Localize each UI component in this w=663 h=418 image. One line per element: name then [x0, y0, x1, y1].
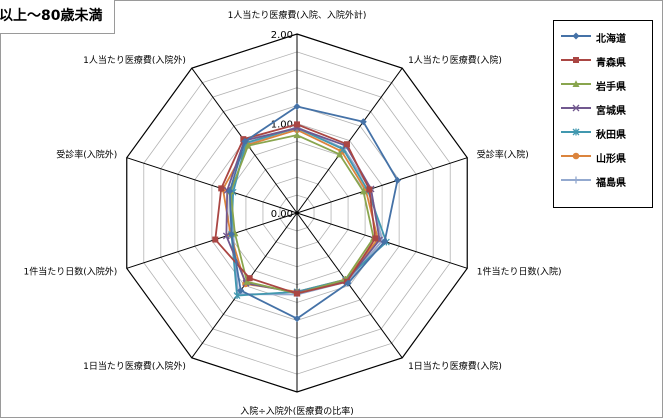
legend-marker [572, 32, 580, 40]
series-point [294, 121, 300, 128]
radar-spoke [296, 67, 403, 214]
legend-label: 北海道 [596, 34, 626, 45]
radar-spoke [296, 212, 403, 359]
legend-marker [572, 176, 580, 184]
series-point [233, 292, 241, 300]
series-point [381, 237, 389, 245]
legend-item: 秋田県 [560, 125, 650, 141]
radar-axis-label: 入院÷入院外(医療費の比率) [240, 405, 354, 417]
radar-axis-label: 受診率(入院外) [56, 149, 117, 161]
series-point [241, 137, 249, 145]
series-point [339, 145, 347, 153]
series-point [218, 185, 225, 192]
radar-axis-label: 受診率(入院) [477, 149, 529, 161]
chart-title: 以上～80歳未満 [0, 0, 116, 34]
legend-item: 宮城県 [560, 101, 650, 117]
series-point [293, 102, 301, 110]
legend-swatch [561, 128, 591, 136]
radar-tick-label: 0.00 [271, 209, 293, 220]
legend-item: 岩手県 [560, 77, 650, 93]
series-point [246, 275, 253, 282]
radar-axis-label: 1件当たり日数(入院外) [24, 265, 118, 277]
legend-swatch [561, 32, 591, 40]
radar-axis-label: 1人当たり医療費(入院) [408, 54, 502, 66]
radar-axis-label: 1件当たり日数(入院) [477, 265, 562, 277]
series-point [359, 187, 367, 195]
legend-label: 秋田県 [596, 130, 626, 141]
series-point [344, 279, 352, 287]
legend-item: 福島県 [560, 173, 650, 189]
series-point [372, 235, 379, 242]
series-point [293, 315, 301, 323]
radar-axis-label: 1日当たり医療費(入院外) [83, 360, 186, 372]
legend-swatch [561, 104, 591, 112]
legend-item: 山形県 [560, 149, 650, 165]
legend: 北海道青森県岩手県宮城県秋田県山形県福島県 [553, 20, 653, 208]
legend-marker [572, 104, 580, 112]
legend-marker [572, 128, 580, 136]
series-point [212, 236, 219, 243]
legend-swatch [561, 80, 591, 87]
series-point [243, 277, 251, 285]
series-point [294, 290, 300, 297]
legend-label: 宮城県 [596, 106, 626, 117]
series-point [343, 141, 350, 148]
legend-marker [572, 80, 580, 87]
series-point [240, 136, 247, 143]
radar-spoke [296, 157, 468, 214]
series-point [244, 141, 252, 149]
radar-axis-label: 1日当たり医療費(入院) [408, 360, 502, 372]
series-point [237, 286, 245, 294]
legend-marker [573, 57, 579, 63]
series-point [336, 150, 344, 158]
legend-label: 青森県 [596, 58, 626, 69]
radar-spoke [126, 212, 298, 269]
series-point [359, 118, 367, 126]
legend-label: 山形県 [596, 154, 626, 165]
radar-spoke [126, 157, 298, 214]
radar-axis-label: 1人当たり医療費(入院外) [83, 54, 186, 66]
radar-axis-label: 1人当たり医療費(入院、入院外計) [228, 9, 367, 21]
legend-item: 北海道 [560, 29, 650, 45]
series-point [393, 176, 401, 184]
radar-tick-label: 2.00 [271, 30, 293, 41]
legend-swatch [561, 152, 591, 160]
series-point [366, 186, 373, 193]
radar-tick-label: 1.00 [271, 120, 293, 131]
legend-label: 福島県 [596, 178, 626, 189]
series-point [226, 187, 234, 195]
legend-item: 青森県 [560, 53, 650, 69]
legend-swatch [561, 176, 591, 184]
legend-label: 岩手県 [596, 82, 626, 93]
legend-marker [572, 152, 580, 160]
series-point [227, 230, 235, 238]
legend-swatch [561, 57, 591, 63]
series-point [293, 131, 301, 139]
